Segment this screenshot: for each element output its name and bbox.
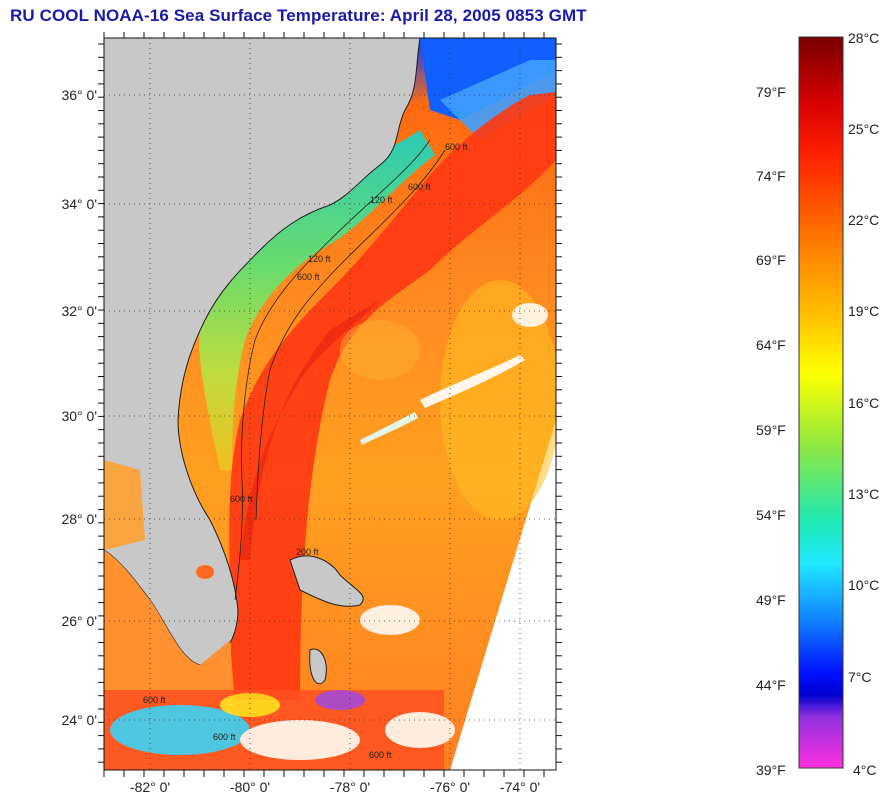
lon-label: -76° 0': [430, 779, 470, 795]
lon-label: -74° 0': [500, 779, 540, 795]
isobath-label: 600 ft: [408, 182, 431, 192]
fahrenheit-label: 69°F: [756, 252, 786, 268]
celsius-label: 22°C: [848, 212, 880, 228]
lat-label: 32° 0': [61, 303, 97, 319]
lat-label: 28° 0': [61, 511, 97, 527]
lon-label: -82° 0': [130, 779, 170, 795]
axis-ticks: [98, 32, 562, 777]
lat-label: 36° 0': [61, 87, 97, 103]
map-frame: [103, 37, 557, 771]
fahrenheit-label: 54°F: [756, 507, 786, 523]
fahrenheit-label: 39°F: [756, 762, 786, 778]
isobath-label: 600 ft: [143, 695, 166, 705]
celsius-label: 10°C: [848, 577, 880, 593]
lon-label: -78° 0': [330, 779, 370, 795]
map-title: RU COOL NOAA-16 Sea Surface Temperature:…: [10, 6, 587, 25]
land-mass: [104, 38, 421, 666]
celsius-label: 19°C: [848, 303, 880, 319]
lat-label: 30° 0': [61, 408, 97, 424]
celsius-label: 16°C: [848, 395, 880, 411]
gulf-stream-core: [229, 92, 556, 700]
celsius-label: 7°C: [848, 669, 872, 685]
isobath-label: 600 ft: [213, 732, 236, 742]
isobath-label: 120 ft: [308, 254, 331, 264]
lat-label: 34° 0': [61, 196, 97, 212]
lat-label: 26° 0': [61, 613, 97, 629]
celsius-label: 28°C: [848, 30, 880, 46]
fahrenheit-label: 44°F: [756, 677, 786, 693]
fahrenheit-label: 49°F: [756, 592, 786, 608]
isobath-label: 200 ft: [296, 547, 319, 557]
graticule: [104, 38, 556, 770]
isobath-label: 600 ft: [369, 750, 392, 760]
celsius-label: 13°C: [848, 486, 880, 502]
isobath-label: 600 ft: [230, 494, 253, 504]
fahrenheit-label: 64°F: [756, 337, 786, 353]
fahrenheit-label: 79°F: [756, 84, 786, 100]
celsius-label: 25°C: [848, 121, 880, 137]
isobath-label: 600 ft: [297, 272, 320, 282]
celsius-label: 4°C: [853, 762, 877, 778]
cloud-contamination: [104, 605, 455, 770]
fahrenheit-label: 74°F: [756, 168, 786, 184]
lat-label: 24° 0': [61, 712, 97, 728]
temperature-colorbar: [798, 36, 844, 769]
isobath-label: 120 ft: [370, 195, 393, 205]
fahrenheit-label: 59°F: [756, 422, 786, 438]
lon-label: -80° 0': [230, 779, 270, 795]
isobath-label: 600 ft: [445, 142, 468, 152]
